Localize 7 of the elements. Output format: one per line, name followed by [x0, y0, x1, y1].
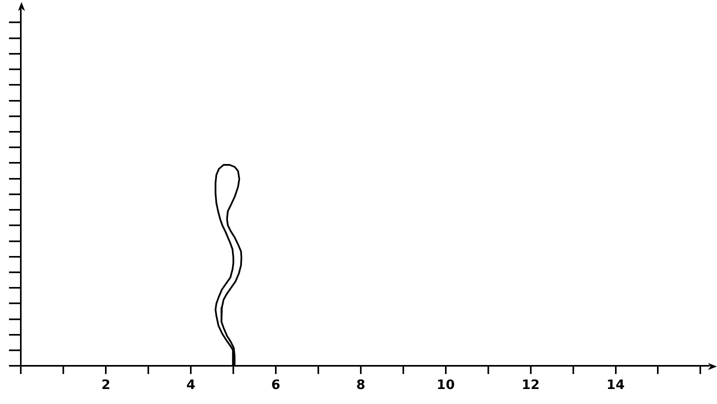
x-tick-label: 8: [356, 378, 366, 394]
x-tick-label: 12: [522, 378, 540, 394]
x-tick-label: 10: [436, 378, 455, 394]
x-tick-label: 6: [271, 378, 280, 394]
x-tick-label: 2: [101, 378, 110, 394]
x-tick-label: 4: [186, 378, 196, 394]
x-tick-label: 14: [606, 378, 625, 394]
